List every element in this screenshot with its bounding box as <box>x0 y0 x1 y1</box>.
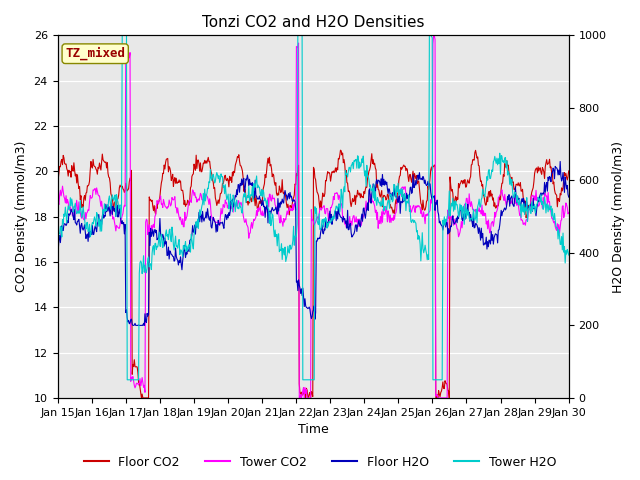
Title: Tonzi CO2 and H2O Densities: Tonzi CO2 and H2O Densities <box>202 15 424 30</box>
Y-axis label: H2O Density (mmol/m3): H2O Density (mmol/m3) <box>612 141 625 293</box>
Y-axis label: CO2 Density (mmol/m3): CO2 Density (mmol/m3) <box>15 141 28 292</box>
Legend: Floor CO2, Tower CO2, Floor H2O, Tower H2O: Floor CO2, Tower CO2, Floor H2O, Tower H… <box>79 451 561 474</box>
X-axis label: Time: Time <box>298 423 328 436</box>
Text: TZ_mixed: TZ_mixed <box>65 47 125 60</box>
